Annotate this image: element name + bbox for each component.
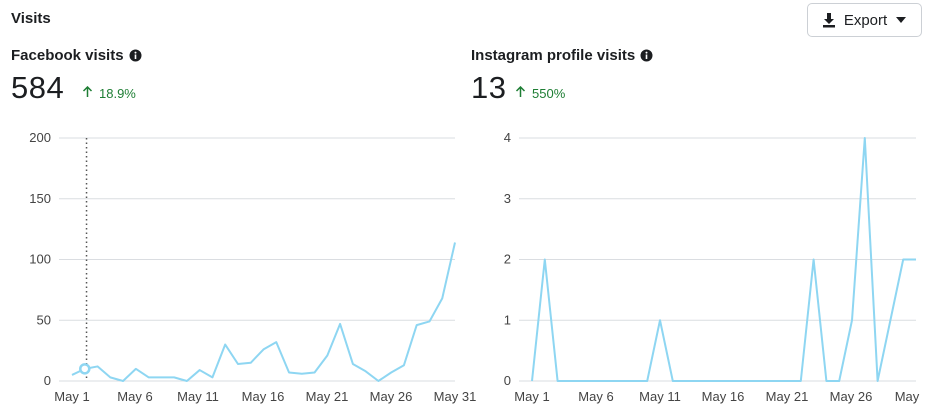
y-tick-label: 0 bbox=[504, 373, 511, 388]
info-icon[interactable] bbox=[129, 49, 142, 62]
y-tick-label: 50 bbox=[37, 312, 51, 327]
x-tick-label: May 16 bbox=[242, 389, 285, 404]
x-tick-label: May 26 bbox=[830, 389, 873, 404]
export-label: Export bbox=[843, 11, 888, 29]
instagram-visits-change: 550% bbox=[515, 85, 566, 101]
x-tick-label: May 16 bbox=[702, 389, 745, 404]
x-tick-label: May 1 bbox=[514, 389, 549, 404]
x-tick-label: May 11 bbox=[639, 389, 681, 404]
y-tick-label: 1 bbox=[504, 312, 511, 327]
facebook-visits-title: Facebook visits bbox=[11, 47, 142, 64]
instagram-visits-total: 13 bbox=[471, 70, 507, 105]
facebook-visits-total: 584 bbox=[11, 70, 65, 105]
export-button[interactable]: Export bbox=[807, 3, 922, 37]
x-tick-label: May 26 bbox=[370, 389, 413, 404]
facebook-visits-label: Facebook visits bbox=[11, 47, 124, 64]
y-tick-label: 200 bbox=[29, 130, 51, 145]
caret-down-icon bbox=[895, 16, 907, 24]
x-tick-label: May 31 bbox=[434, 389, 477, 404]
series-line bbox=[71, 242, 456, 382]
facebook-visits-change: 18.9% bbox=[82, 85, 136, 101]
instagram-visits-title: Instagram profile visits bbox=[471, 47, 653, 64]
hover-point bbox=[79, 363, 91, 375]
x-tick-label: May 1 bbox=[54, 389, 89, 404]
y-tick-label: 3 bbox=[504, 191, 511, 206]
y-tick-label: 2 bbox=[504, 252, 511, 267]
x-tick-label: May 6 bbox=[578, 389, 613, 404]
y-tick-label: 150 bbox=[29, 191, 51, 206]
x-tick-label: May 6 bbox=[117, 389, 152, 404]
y-tick-label: 100 bbox=[29, 252, 51, 267]
arrow-up-icon bbox=[82, 85, 93, 101]
download-icon bbox=[822, 12, 836, 28]
instagram-visits-label: Instagram profile visits bbox=[471, 47, 636, 64]
x-tick-label: May 21 bbox=[766, 389, 809, 404]
y-tick-label: 0 bbox=[44, 373, 51, 388]
facebook-change-value: 18.9% bbox=[99, 86, 136, 101]
section-title: Visits bbox=[11, 10, 51, 27]
x-tick-label: May 11 bbox=[177, 389, 219, 404]
instagram-change-value: 550% bbox=[532, 86, 566, 101]
y-tick-label: 4 bbox=[504, 130, 511, 145]
x-tick-label: May 21 bbox=[306, 389, 349, 404]
info-icon[interactable] bbox=[640, 49, 653, 62]
x-tick-label: May bbox=[895, 389, 920, 404]
arrow-up-icon bbox=[515, 85, 526, 101]
